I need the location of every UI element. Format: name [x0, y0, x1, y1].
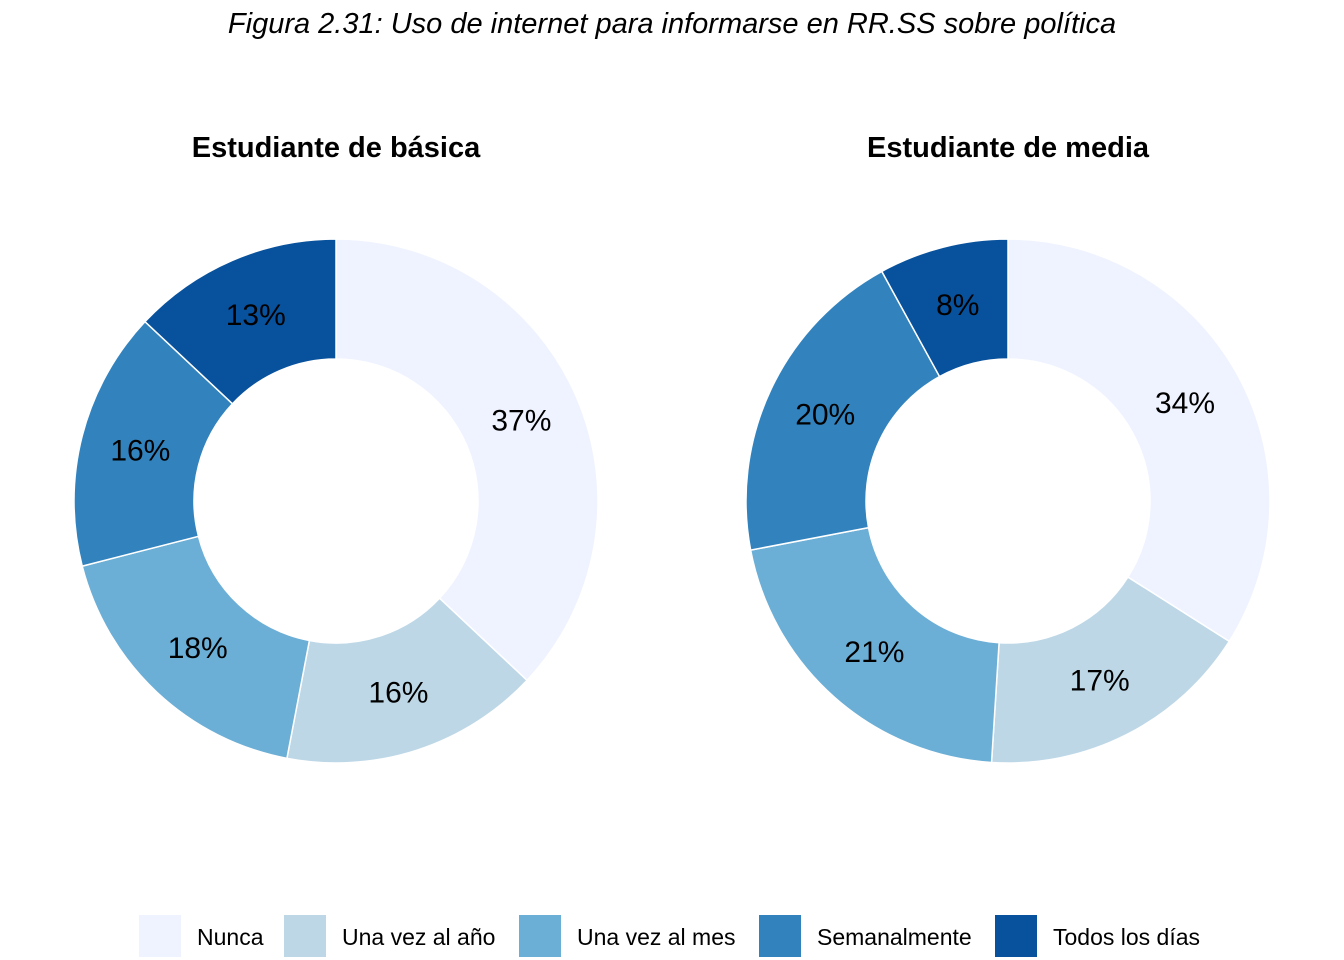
slice-basica-una-vez-al-ano [286, 597, 529, 764]
legend-label-una-vez-al-mes: Una vez al mes [577, 924, 736, 950]
slice-media-nunca [1007, 238, 1271, 643]
data-label-basica-nunca: 37% [491, 404, 551, 437]
slice-media-una-vez-al-ano [990, 576, 1231, 764]
data-label-media-una-vez-al-ano: 17% [1070, 664, 1130, 697]
chart-title-basica: Estudiante de básica [191, 132, 481, 164]
slice-media-semanalmente [745, 270, 941, 551]
legend: Nunca Una vez al año Una vez al mes Sema… [0, 915, 1344, 959]
slice-basica-una-vez-al-mes [81, 535, 311, 760]
data-label-media-todos-los-dias: 8% [936, 289, 979, 322]
data-label-basica-semanalmente: 16% [110, 434, 170, 467]
data-label-basica-una-vez-al-ano: 16% [368, 677, 428, 710]
data-label-basica-una-vez-al-mes: 18% [168, 632, 228, 665]
legend-swatch-todos-los-dias [995, 915, 1037, 957]
legend-label-semanalmente: Semanalmente [817, 924, 972, 950]
data-label-media-una-vez-al-mes: 21% [844, 636, 904, 669]
legend-swatch-una-vez-al-ano [284, 915, 326, 957]
slice-basica-todos-los-dias [143, 238, 337, 405]
slice-media-todos-los-dias [880, 238, 1009, 378]
data-label-media-nunca: 34% [1155, 387, 1215, 420]
data-label-media-semanalmente: 20% [795, 398, 855, 431]
legend-swatch-semanalmente [759, 915, 801, 957]
data-label-basica-todos-los-dias: 13% [226, 299, 286, 332]
chart-title-media: Estudiante de media [866, 132, 1149, 164]
slice-basica-semanalmente [73, 320, 234, 568]
legend-label-una-vez-al-ano: Una vez al año [342, 924, 496, 950]
slice-basica-nunca [335, 238, 599, 682]
slice-media-una-vez-al-mes [749, 526, 1000, 764]
legend-swatch-una-vez-al-mes [519, 915, 561, 957]
legend-label-nunca: Nunca [197, 924, 264, 950]
legend-label-todos-los-dias: Todos los días [1053, 924, 1201, 950]
legend-swatch-nunca [139, 915, 181, 957]
figure-title: Figura 2.31: Uso de internet para inform… [227, 8, 1117, 40]
